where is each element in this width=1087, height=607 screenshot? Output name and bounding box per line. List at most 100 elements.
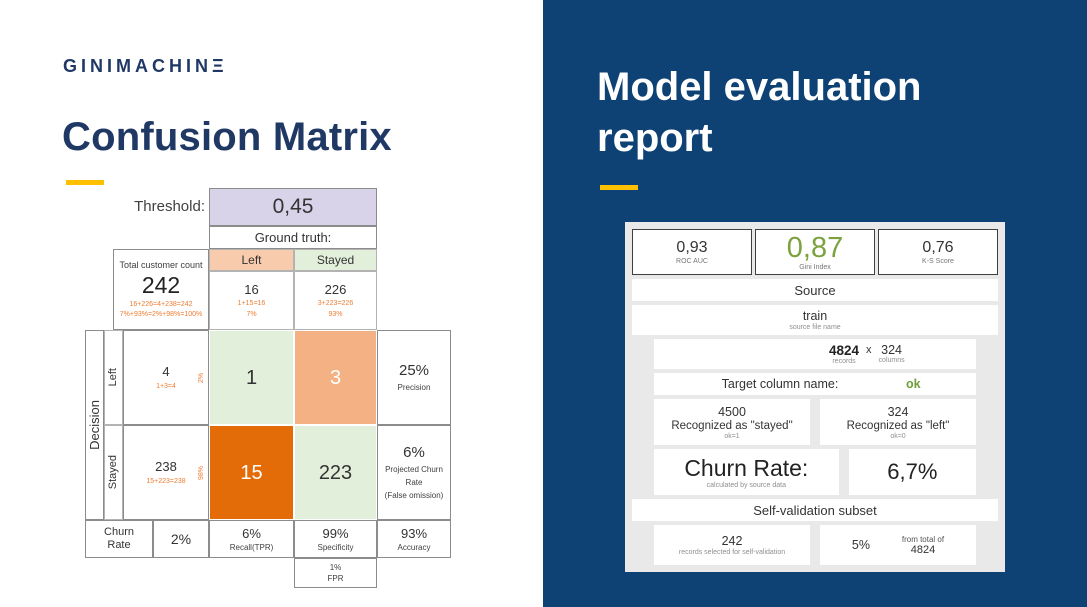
specificity-value: 99% (322, 525, 349, 541)
page-title: Confusion Matrix (62, 115, 392, 159)
churn-rate-label-box: Churn Rate: calculated by source data (654, 449, 839, 495)
truth-stayed-count-box: 226 3+223=226 93% (294, 271, 377, 330)
churn-rate-value-box: 6,7% (848, 449, 976, 495)
gini-index-label: Gini Index (799, 263, 831, 271)
total-label: Total customer count (119, 259, 203, 270)
specificity-box: 99% Specificity (294, 520, 377, 558)
report-title: Model evaluation report (597, 65, 922, 160)
churn-rate-value: 2% (153, 520, 209, 558)
row-label-left: Left (104, 330, 123, 425)
decision-axis-label: Decision (85, 330, 104, 520)
total-formula-counts: 16+226=4+238=242 (129, 301, 193, 309)
columns-caption: columns (878, 357, 905, 364)
fpr-box: 1% FPR (294, 558, 377, 588)
roc-auc-label: ROC AUC (676, 258, 708, 265)
truth-stayed-value: 226 (324, 281, 347, 297)
matrix-cell-left-left: 1 (209, 330, 294, 425)
churn-rate-label-box: Churn Rate (85, 520, 153, 558)
precision-box: 25% Precision (377, 330, 451, 425)
records-value: 4824 (829, 343, 860, 358)
stayed-label: Recognized as "stayed" (671, 419, 793, 432)
false-omission-box: 6% Projected Churn Rate (False omission) (377, 425, 451, 520)
recognized-stayed-box: 4500 Recognized as "stayed" ok=1 (654, 399, 810, 445)
left-count: 324 (887, 404, 909, 419)
title-underline (66, 180, 104, 185)
selfval-from-stack: from total of 4824 (902, 535, 944, 556)
source-file-name: train (802, 309, 828, 323)
fpr-label: FPR (327, 573, 344, 583)
confusion-matrix-panel: GINIMACHINΞ Confusion Matrix Threshold: … (0, 0, 543, 607)
recall-box: 6% Recall(TPR) (209, 520, 294, 558)
column-header-stayed: Stayed (294, 249, 377, 271)
accuracy-label: Accuracy (397, 542, 431, 552)
matrix-cell-stayed-left: 15 (209, 425, 294, 520)
ginimachine-logo: GINIMACHINΞ (63, 56, 228, 77)
selfval-pct: 5% (851, 538, 870, 552)
selfval-records-box: 242 records selected for self-validation (654, 525, 810, 565)
target-column-label: Target column name: (721, 377, 839, 391)
logo-e-glyph: Ξ (212, 56, 228, 76)
source-file-row: train source file name (632, 305, 998, 335)
selfval-records: 242 (721, 534, 743, 548)
churn-rate-value: 6,7% (887, 459, 938, 484)
target-column-row: Target column name: ok (654, 373, 976, 395)
matrix-cell-stayed-stayed: 223 (294, 425, 377, 520)
recall-label: Recall(TPR) (229, 542, 274, 552)
confusion-matrix: Threshold: 0,45 Ground truth: Left Staye… (85, 188, 451, 590)
recognized-row: 4500 Recognized as "stayed" ok=1 324 Rec… (654, 399, 976, 445)
metric-roc-auc: 0,93 ROC AUC (632, 229, 752, 275)
target-column-value: ok (906, 377, 921, 391)
total-customer-count-box: Total customer count 242 16+226=4+238=24… (113, 249, 209, 330)
selfval-pct-box: 5% from total of 4824 (820, 525, 976, 565)
gini-index-value: 0,87 (786, 231, 844, 264)
stayed-caption: ok=1 (724, 432, 740, 440)
dims-separator: x (866, 344, 872, 356)
precision-label: Precision (397, 383, 431, 392)
ks-score-label: K-S Score (922, 258, 954, 265)
columns-value: 324 (881, 343, 903, 357)
row-left-formula: 1+3=4 (156, 382, 176, 390)
total-value: 242 (141, 271, 181, 298)
evaluation-card: 0,93 ROC AUC 0,87 Gini Index 0,76 K-S Sc… (625, 222, 1005, 572)
row-stayed-pct: 98% (197, 465, 205, 480)
metrics-row: 0,93 ROC AUC 0,87 Gini Index 0,76 K-S Sc… (632, 229, 998, 275)
recall-value: 6% (242, 525, 261, 541)
truth-left-value: 16 (244, 281, 259, 297)
roc-auc-value: 0,93 (676, 239, 708, 256)
left-label: Recognized as "left" (846, 419, 950, 432)
row-left-total: 4 (162, 364, 170, 380)
columns-stack: 324 columns (879, 343, 905, 364)
ks-score-value: 0,76 (922, 239, 954, 256)
row-left-count-box: 4 1+3=4 2% (123, 330, 209, 425)
column-header-left: Left (209, 249, 294, 271)
row-stayed-total: 238 (155, 459, 177, 475)
truth-stayed-formula: 3+223=226 (317, 300, 354, 308)
truth-left-pct: 7% (246, 311, 257, 319)
selfval-row: 242 records selected for self-validation… (654, 525, 976, 565)
specificity-label: Specificity (317, 542, 354, 552)
matrix-cell-left-stayed: 3 (294, 330, 377, 425)
false-omission-value: 6% (403, 444, 425, 461)
accuracy-box: 93% Accuracy (377, 520, 451, 558)
truth-stayed-pct: 93% (328, 311, 343, 319)
metric-gini-index: 0,87 Gini Index (755, 229, 875, 275)
row-left-pct: 2% (197, 372, 205, 383)
model-report-panel: Model evaluation report 0,93 ROC AUC 0,8… (543, 0, 1087, 607)
total-formula-pcts: 7%+93%=2%+98%=100% (119, 311, 203, 319)
records-stack: 4824 records (829, 343, 859, 365)
selfval-from-value: 4824 (910, 543, 936, 556)
fpr-value: 1% (329, 562, 342, 572)
precision-value: 25% (398, 362, 430, 379)
source-file-caption: source file name (789, 324, 841, 331)
logo-text: GINIMACHIN (63, 56, 212, 76)
selfval-from-label: from total of (901, 534, 945, 544)
row-stayed-count-box: 238 15+223=238 98% (123, 425, 209, 520)
truth-left-formula: 1+15=16 (237, 300, 266, 308)
left-caption: ok=0 (890, 432, 906, 440)
ground-truth-label: Ground truth: (209, 226, 377, 249)
accuracy-value: 93% (400, 525, 428, 541)
selfval-header: Self-validation subset (632, 499, 998, 521)
recognized-left-box: 324 Recognized as "left" ok=0 (820, 399, 976, 445)
churn-rate-caption: calculated by source data (706, 482, 787, 489)
